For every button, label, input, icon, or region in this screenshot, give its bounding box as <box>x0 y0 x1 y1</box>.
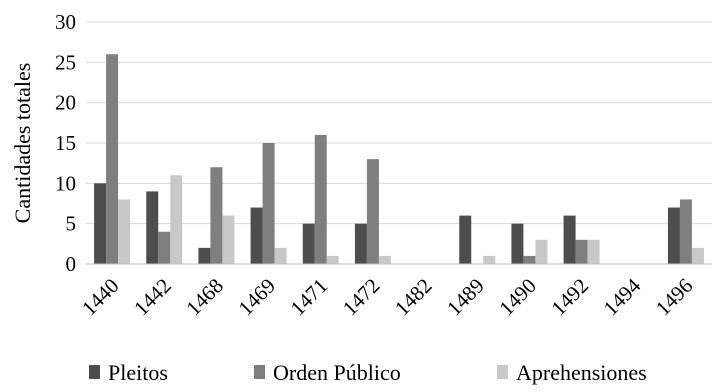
bar-aprehensiones-1440 <box>118 199 131 264</box>
bar-orden-p-blico-1440 <box>106 54 119 265</box>
bar-pleitos-1442 <box>146 191 159 264</box>
y-tick-label: 10 <box>55 171 76 195</box>
bar-orden-p-blico-1468 <box>210 167 223 264</box>
x-tick-label: 1471 <box>286 274 333 321</box>
bar-aprehensiones-1468 <box>222 215 235 264</box>
bar-aprehensiones-1442 <box>170 175 183 264</box>
x-tick-label: 1440 <box>77 274 124 321</box>
bar-orden-p-blico-1472 <box>366 159 379 264</box>
gridlines <box>86 21 712 225</box>
bars <box>94 54 704 265</box>
legend-swatch-pleitos <box>89 365 100 379</box>
bar-pleitos-1471 <box>302 223 315 264</box>
bar-aprehensiones-1472 <box>378 255 391 264</box>
y-tick-label: 20 <box>55 91 76 115</box>
y-axis-title: Cantidades totales <box>10 63 35 224</box>
x-tick-label: 1482 <box>390 274 437 321</box>
bar-pleitos-1469 <box>250 207 263 264</box>
bar-aprehensiones-1492 <box>587 239 600 264</box>
bar-pleitos-1472 <box>354 223 367 264</box>
y-tick-label: 30 <box>55 10 76 34</box>
x-tick-label: 1492 <box>546 274 593 321</box>
bar-orden-p-blico-1471 <box>314 134 327 264</box>
bar-pleitos-1440 <box>94 183 107 264</box>
bar-aprehensiones-1489 <box>483 255 496 264</box>
bar-aprehensiones-1471 <box>326 255 339 264</box>
bar-aprehensiones-1469 <box>274 247 287 264</box>
y-tick-label: 15 <box>55 131 76 155</box>
x-tick-label: 1490 <box>494 274 541 321</box>
bar-orden-p-blico-1490 <box>523 255 536 264</box>
y-tick-label: 25 <box>55 50 76 74</box>
bar-aprehensiones-1490 <box>535 239 548 264</box>
bar-orden-p-blico-1442 <box>158 231 171 264</box>
legend-label-aprehensiones: Aprehensiones <box>516 360 647 385</box>
bar-pleitos-1468 <box>198 247 211 264</box>
x-tick-label: 1496 <box>651 274 698 321</box>
x-tick-label: 1469 <box>233 274 280 321</box>
legend: Pleitos Orden Público Aprehensiones <box>89 360 647 385</box>
y-tick-label: 5 <box>66 212 77 236</box>
bar-aprehensiones-1496 <box>691 247 704 264</box>
axes: 0 5 10 15 20 25 30 1440 1442 1468 1469 1471 1472 1482… <box>55 10 712 320</box>
legend-swatch-aprehensiones <box>497 365 508 379</box>
y-tick-label: 0 <box>66 252 77 276</box>
x-tick-label: 1442 <box>129 274 176 321</box>
x-tick-label: 1472 <box>338 274 385 321</box>
legend-swatch-orden-p-blico <box>254 365 265 379</box>
x-tick-label: 1494 <box>599 273 646 320</box>
bar-pleitos-1492 <box>563 215 576 264</box>
bar-pleitos-1490 <box>511 223 524 264</box>
bar-orden-p-blico-1492 <box>575 239 588 264</box>
bar-orden-p-blico-1469 <box>262 143 275 264</box>
x-tick-label: 1489 <box>442 274 489 321</box>
bar-orden-p-blico-1496 <box>679 199 692 264</box>
bar-pleitos-1489 <box>459 215 472 264</box>
x-tick-label: 1468 <box>181 274 228 321</box>
bar-pleitos-1496 <box>667 207 680 264</box>
legend-label-orden-p-blico: Orden Público <box>273 360 401 385</box>
legend-label-pleitos: Pleitos <box>108 360 168 385</box>
